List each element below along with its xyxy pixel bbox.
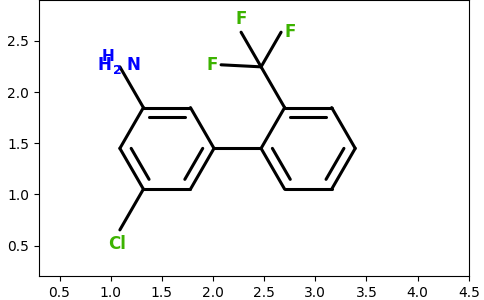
Text: F: F	[207, 56, 218, 74]
Text: H: H	[98, 56, 112, 74]
Text: Cl: Cl	[108, 235, 126, 253]
Text: 2: 2	[113, 64, 121, 77]
Text: F: F	[235, 10, 247, 28]
Text: H: H	[102, 49, 115, 64]
Text: F: F	[284, 23, 296, 41]
Text: N: N	[126, 56, 140, 74]
